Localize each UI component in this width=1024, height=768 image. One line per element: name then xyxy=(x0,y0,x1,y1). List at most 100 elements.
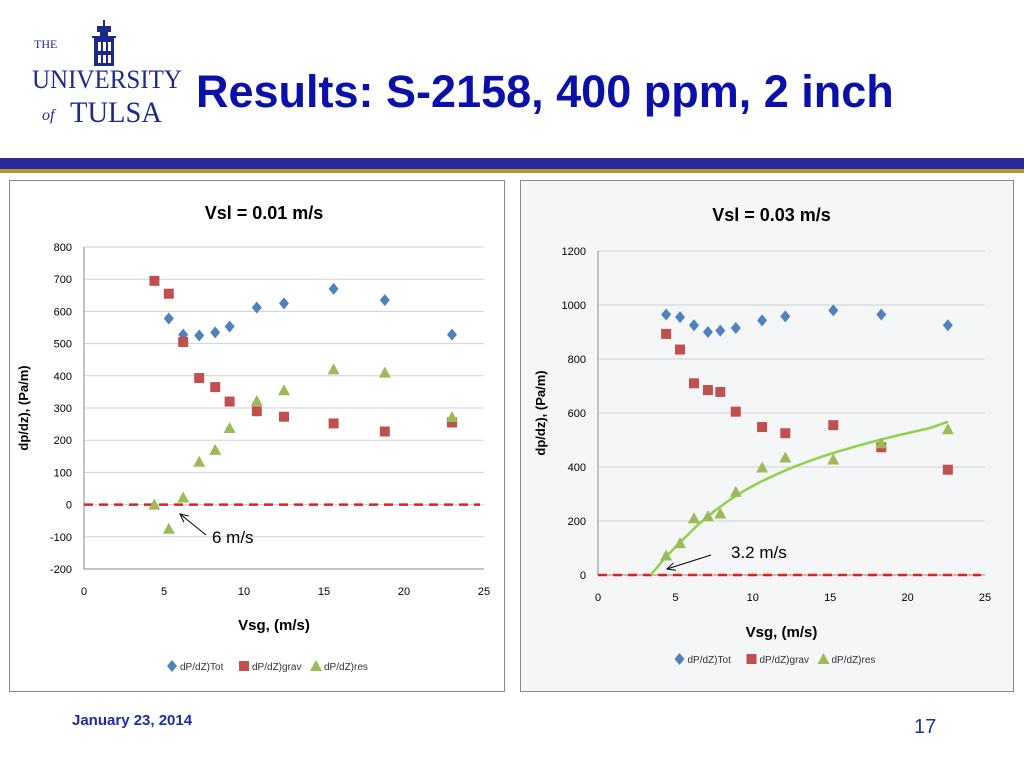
y-tick-label: 1200 xyxy=(562,246,586,258)
data-point xyxy=(193,455,206,467)
annotation-label: 6 m/s xyxy=(212,528,254,547)
x-tick-label: 20 xyxy=(901,592,913,604)
x-tick-label: 25 xyxy=(979,592,991,604)
series-triangle xyxy=(660,423,954,561)
data-point xyxy=(828,420,839,431)
trend-line xyxy=(649,420,949,576)
data-point xyxy=(278,384,290,396)
data-point xyxy=(729,485,742,497)
y-tick-label: 0 xyxy=(580,570,586,582)
data-point xyxy=(715,324,726,337)
y-tick-label: 200 xyxy=(568,516,586,528)
y-tick-label: 800 xyxy=(54,242,72,254)
series-square xyxy=(149,275,457,437)
legend-label: dP/dZ)Tot xyxy=(688,655,732,666)
data-point xyxy=(661,308,672,321)
logo-tulsa: TULSA xyxy=(70,96,162,129)
data-point xyxy=(279,297,289,310)
x-tick-label: 10 xyxy=(747,592,759,604)
data-point xyxy=(675,311,686,324)
data-point xyxy=(194,329,205,342)
data-point xyxy=(688,378,699,389)
y-tick-label: 400 xyxy=(54,371,72,383)
legend-label: dP/dZ)Tot xyxy=(180,662,224,673)
data-point xyxy=(702,385,713,396)
annotation-arrowhead xyxy=(179,513,189,523)
data-point xyxy=(942,464,953,475)
x-tick-label: 10 xyxy=(238,586,250,598)
data-point xyxy=(178,336,189,347)
x-tick-label: 25 xyxy=(478,586,490,598)
legend-label: dP/dZ)grav xyxy=(252,662,301,673)
data-point xyxy=(209,443,222,455)
y-tick-label: 100 xyxy=(54,467,72,479)
legend: dP/dZ)Tot dP/dZ)grav dP/dZ)res xyxy=(674,653,875,666)
annotation-arrow xyxy=(666,554,712,570)
legend-marker xyxy=(746,654,757,664)
legend-label: dP/dZ)res xyxy=(324,662,368,673)
university-logo: THE UNIVERSITY of TULSA xyxy=(28,18,188,138)
x-tick-label: 15 xyxy=(824,592,836,604)
data-point xyxy=(163,288,174,299)
chart-title: Vsl = 0.01 m/s xyxy=(205,203,324,223)
logo-of: of xyxy=(42,107,57,124)
data-point xyxy=(250,394,263,406)
x-tick-label: 20 xyxy=(398,586,410,598)
series-triangle xyxy=(148,363,458,534)
legend-marker xyxy=(817,653,830,664)
data-point xyxy=(756,461,769,473)
x-tick-label: 15 xyxy=(318,586,330,598)
y-tick-label: 300 xyxy=(54,403,72,415)
data-point xyxy=(251,406,262,417)
y-tick-label: 600 xyxy=(568,408,586,420)
data-point xyxy=(661,328,672,339)
data-point xyxy=(163,312,174,325)
y-tick-label: -200 xyxy=(50,564,72,576)
header-bar-blue xyxy=(0,158,1024,169)
x-tick-label: 0 xyxy=(595,592,601,604)
logo-graphic: THE UNIVERSITY of TULSA xyxy=(32,20,182,129)
data-point xyxy=(223,421,236,433)
series-diamond xyxy=(661,304,953,338)
data-point xyxy=(828,304,839,317)
y-tick-label: 600 xyxy=(54,306,72,318)
data-point xyxy=(757,314,768,327)
data-point xyxy=(780,310,791,323)
data-point xyxy=(714,507,727,519)
y-tick-label: 1000 xyxy=(562,300,586,312)
logo-the: THE xyxy=(34,37,57,51)
x-tick-label: 0 xyxy=(81,586,87,598)
data-point xyxy=(328,418,339,429)
slide-title: Results: S-2158, 400 ppm, 2 inch xyxy=(196,66,894,117)
data-point xyxy=(701,510,714,522)
data-point xyxy=(177,491,190,503)
data-point xyxy=(730,406,741,417)
chart-panel-right: 0 200 400 600 800 1000 1200 0 5 10 15 20 25 Vsl = 0.0… xyxy=(520,180,1014,692)
data-point xyxy=(224,320,235,333)
data-point xyxy=(210,382,221,393)
annotation-arrowhead xyxy=(665,562,676,571)
data-point xyxy=(687,512,700,524)
data-point xyxy=(675,344,686,355)
data-point xyxy=(446,411,458,423)
y-axis-label: dp/dz), (Pa/m) xyxy=(533,370,548,455)
legend-marker xyxy=(167,660,177,672)
data-point xyxy=(875,437,888,449)
header-bar-gold xyxy=(0,169,1024,173)
data-point xyxy=(379,294,390,307)
x-axis-label: Vsg, (m/s) xyxy=(746,624,818,641)
data-point xyxy=(827,453,840,465)
logo-university: UNIVERSITY xyxy=(32,65,182,94)
legend-marker xyxy=(674,653,685,665)
data-point xyxy=(447,417,457,428)
data-point xyxy=(224,396,235,407)
y-tick-label: 500 xyxy=(54,339,72,351)
chart-vsl-0-03: 0 200 400 600 800 1000 1200 0 5 10 15 20 25 Vsl = 0.0… xyxy=(533,205,991,666)
series-diamond xyxy=(163,282,457,342)
data-point xyxy=(660,549,673,561)
data-point xyxy=(194,373,205,384)
legend-marker xyxy=(239,661,249,671)
y-tick-label: -100 xyxy=(50,532,72,544)
data-point xyxy=(674,537,687,549)
series-square xyxy=(661,328,953,475)
